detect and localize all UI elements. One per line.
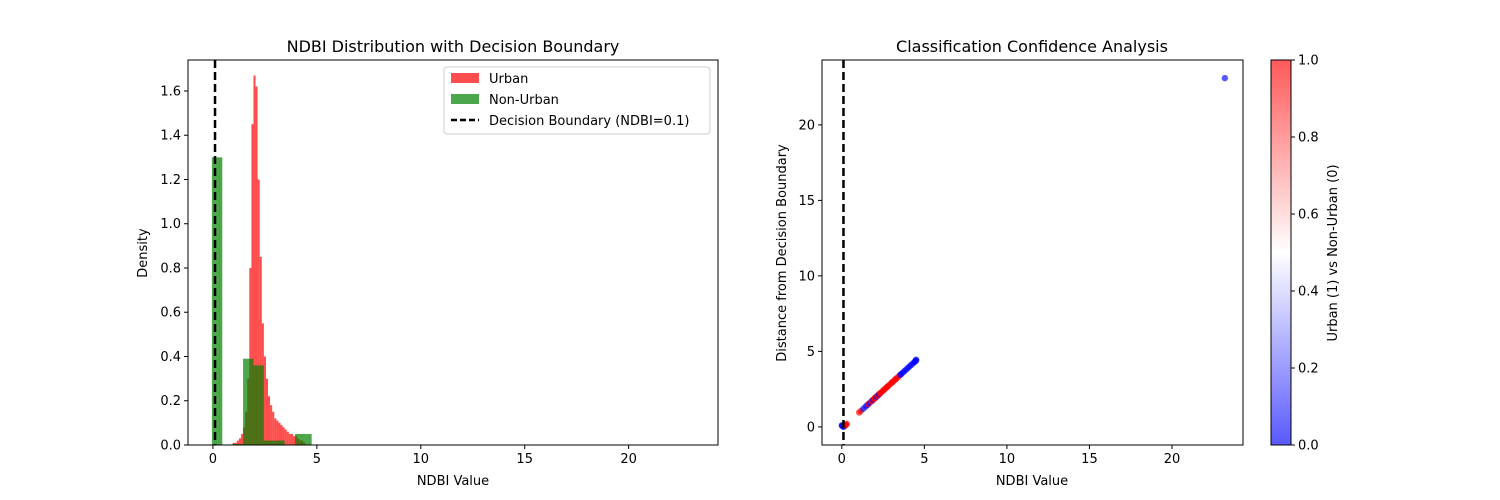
y-tick-label: 0.4	[160, 350, 181, 365]
nonurban-bar-0	[211, 157, 223, 445]
x-tick-label: 15	[516, 452, 533, 467]
nonurban-bar-8	[295, 433, 306, 445]
histogram-y-label: Density	[136, 228, 151, 278]
y-tick-label: 1.0	[160, 217, 181, 232]
urban-bar-20	[274, 418, 277, 445]
urban-bar-23	[280, 425, 283, 445]
y-tick-label: 20	[798, 118, 815, 133]
y-tick-label: 1.2	[160, 173, 181, 188]
histogram-panel: NDBI Distribution with Decision Boundary…	[136, 37, 719, 489]
urban-bar-21	[276, 420, 279, 445]
x-tick-label: 10	[413, 452, 430, 467]
y-tick-label: 1.4	[160, 129, 181, 144]
nonurban-bar-2	[232, 443, 244, 445]
y-tick-label: 0	[807, 420, 815, 435]
nonurban-bar-5	[263, 440, 275, 445]
scatter-x-label: NDBI Value	[996, 474, 1068, 489]
x-tick-label: 5	[313, 452, 321, 467]
histogram-legend: Urban Non-Urban Decision Boundary (NDBI=…	[443, 66, 711, 135]
y-tick-label: 10	[798, 269, 815, 284]
y-tick-label: 1.6	[160, 84, 181, 99]
urban-bar-15	[263, 356, 266, 445]
urban-bar-16	[265, 378, 269, 445]
y-tick-label: 0.2	[160, 394, 181, 409]
urban-bar-9	[251, 124, 254, 445]
y-tick-label: 0.0	[160, 439, 181, 454]
legend-urban-swatch	[451, 73, 479, 83]
y-tick-label: 5	[807, 345, 815, 360]
urban-bar-26	[286, 431, 289, 445]
x-tick-label: 20	[1164, 452, 1181, 467]
nonurban-bar-9	[305, 433, 312, 445]
colorbar-ticks: 0.0 0.2 0.4 0.6 0.8 1.0	[1291, 54, 1319, 454]
urban-bar-13	[259, 256, 262, 445]
urban-bar-8	[249, 267, 252, 445]
scatter-panel: Classification Confidence Analysis 0 5 10 1…	[775, 37, 1341, 489]
urban-bar-3	[238, 438, 241, 445]
urban-bar-29	[292, 436, 296, 445]
colorbar: 0.0 0.2 0.4 0.6 0.8 1.0 Urban (1) vs Non-Urba…	[1270, 54, 1341, 454]
urban-bar-19	[272, 411, 275, 445]
colorbar-tick-label: 0.8	[1298, 131, 1319, 146]
legend-boundary-label: Decision Boundary (NDBI=0.1)	[489, 114, 689, 129]
scatter-points	[838, 74, 1229, 431]
colorbar-label: Urban (1) vs Non-Urban (0)	[1326, 164, 1341, 341]
urban-bar-2	[236, 440, 239, 445]
legend-box	[443, 66, 711, 135]
histogram-bars	[211, 75, 312, 445]
urban-bar-22	[278, 422, 281, 445]
nonurban-bar-3	[243, 358, 254, 445]
legend-nonurban-swatch	[451, 94, 479, 104]
urban-bar-25	[284, 429, 287, 445]
colorbar-tick-label: 1.0	[1298, 54, 1319, 69]
colorbar-tick-label: 0.0	[1298, 439, 1319, 454]
colorbar-gradient	[1270, 59, 1292, 446]
urban-bar-4	[241, 433, 244, 445]
colorbar-tick-label: 0.6	[1298, 208, 1319, 223]
scatter-y-label: Distance from Decision Boundary	[775, 144, 790, 362]
colorbar-tick-label: 0.4	[1298, 285, 1319, 300]
scatter-point-57	[1221, 74, 1229, 82]
histogram-title: NDBI Distribution with Decision Boundary	[287, 37, 620, 56]
y-tick-label: 0.6	[160, 306, 181, 321]
x-tick-label: 15	[1081, 452, 1098, 467]
legend-nonurban-label: Non-Urban	[489, 93, 559, 108]
urban-bar-12	[257, 179, 260, 445]
scatter-point-56	[912, 356, 920, 363]
scatter-title: Classification Confidence Analysis	[896, 37, 1168, 56]
y-tick-label: 15	[798, 194, 815, 209]
urban-bar-24	[282, 427, 285, 445]
urban-bar-18	[270, 405, 273, 445]
scatter-axes-frame	[821, 59, 1244, 446]
nonurban-bar-4	[253, 365, 264, 445]
histogram-x-label: NDBI Value	[417, 474, 489, 489]
urban-bar-10	[253, 75, 256, 445]
x-tick-label: 0	[209, 452, 217, 467]
scatter-y-ticks: 0 5 10 15 20	[798, 118, 822, 435]
urban-bar-17	[268, 396, 271, 445]
histogram-y-ticks: 0.0 0.2 0.4 0.6 0.8 1.0 1.2 1.4 1.6	[160, 84, 188, 454]
urban-bar-11	[255, 86, 258, 445]
x-tick-label: 0	[838, 452, 846, 467]
urban-bar-28	[290, 433, 293, 445]
x-tick-label: 20	[620, 452, 637, 467]
scatter-x-ticks: 0 5 10 15 20	[838, 445, 1181, 467]
x-tick-label: 5	[920, 452, 928, 467]
histogram-x-ticks: 0 5 10 15 20	[209, 445, 637, 467]
urban-bar-27	[288, 433, 291, 445]
nonurban-bar-6	[274, 440, 285, 445]
colorbar-tick-label: 0.2	[1298, 362, 1319, 377]
y-tick-label: 0.8	[160, 261, 181, 276]
legend-urban-label: Urban	[489, 72, 528, 87]
x-tick-label: 10	[999, 452, 1016, 467]
histogram-axes-frame	[187, 59, 719, 446]
